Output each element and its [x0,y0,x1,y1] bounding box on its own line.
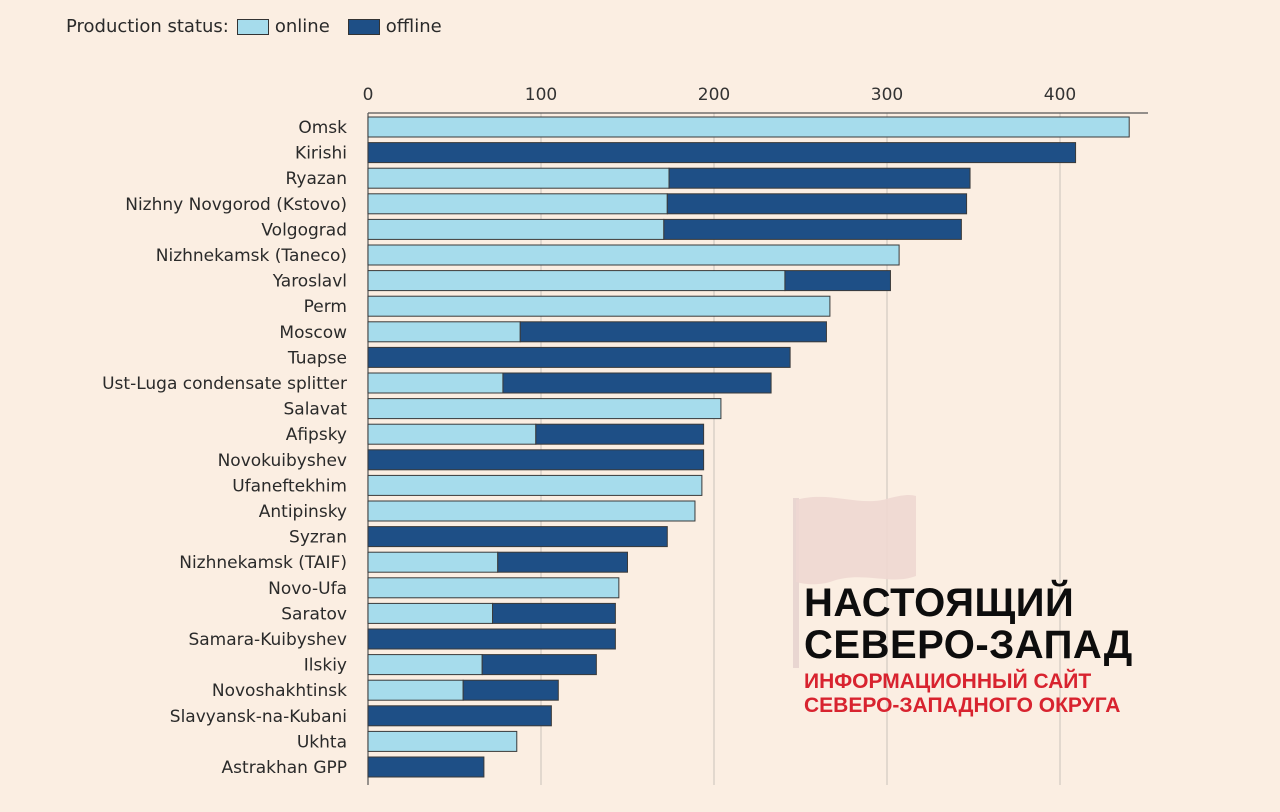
bar-offline [784,270,891,292]
bar-online [367,193,668,215]
bar-offline [668,167,971,189]
x-tick-label-100: 100 [525,85,557,105]
bar-online [367,654,483,676]
category-label: Novo-Ufa [268,579,347,599]
bar-online [367,730,518,752]
bar-online [367,218,665,240]
category-label: Afipsky [286,425,347,445]
bar-offline [663,218,962,240]
legend-label-online: online [274,16,330,37]
category-label: Ufaneftekhim [232,476,347,496]
category-label: Antipinsky [259,502,347,522]
category-label: Perm [304,297,347,317]
bar-online [367,398,722,420]
category-label: Moscow [279,323,347,343]
bar-offline [492,602,616,624]
bar-online [367,474,703,496]
bar-online [367,116,1130,138]
watermark-subtitle-line2: СЕВЕРО-ЗАПАДНОГО ОКРУГА [804,694,1121,717]
x-tick-label-0: 0 [363,85,374,105]
category-label: Novokuibyshev [218,451,347,471]
legend-title: Production status: [66,16,229,37]
legend-item-online: online [236,16,330,37]
bar-online [367,270,786,292]
bar-offline [367,756,485,778]
category-label: Nizhnekamsk (TAIF) [179,553,347,573]
legend: Production status: online offline [66,16,452,37]
bar-online [367,551,499,573]
watermark-title-line2: СЕВЕРО-ЗАПАД [804,623,1133,667]
bar-online [367,423,537,445]
category-label: Salavat [284,400,348,420]
x-tick-label-200: 200 [698,85,730,105]
category-label: Slavyansk-na-Kubani [170,707,347,727]
bar-online [367,679,464,701]
category-label: Syzran [289,528,347,548]
bar-online [367,602,494,624]
bar-offline [535,423,705,445]
bar-online [367,244,900,266]
bar-offline [481,654,597,676]
category-label: Omsk [298,118,347,138]
watermark-subtitle: ИНФОРМАЦИОННЫЙ САЙТ СЕВЕРО-ЗАПАДНОГО ОКР… [804,670,1120,718]
bar-offline [666,193,968,215]
legend-swatch-offline [347,18,380,35]
bar-online [367,372,504,394]
bar-online [367,321,521,343]
watermark: НАСТОЯЩИЙ СЕВЕРО-ЗАПАД ИНФОРМАЦИОННЫЙ СА… [790,490,1190,730]
bar-offline [367,142,1077,164]
bar-offline [502,372,772,394]
x-tick-label-300: 300 [871,85,903,105]
category-label: Kirishi [295,144,347,164]
flag-icon [793,494,916,668]
category-label: Nizhny Novgorod (Kstovo) [125,195,347,215]
category-label: Ust-Luga condensate splitter [102,374,347,394]
legend-label-offline: offline [385,16,442,37]
legend-swatch-online [236,18,269,35]
watermark-title: НАСТОЯЩИЙ СЕВЕРО-ЗАПАД [804,582,1133,666]
bar-offline [497,551,628,573]
bar-offline [367,526,668,548]
bar-online [367,167,670,189]
category-label: Saratov [281,604,347,624]
category-label: Ryazan [286,169,347,189]
category-label: Ukhta [297,732,347,752]
category-label: Nizhnekamsk (Taneco) [156,246,347,266]
bar-offline [367,449,705,471]
category-label: Ilskiy [304,656,347,676]
bar-offline [367,628,616,650]
category-label: Volgograd [261,220,347,240]
bar-offline [462,679,559,701]
legend-item-offline: offline [347,16,442,37]
category-label: Astrakhan GPP [222,758,347,778]
bar-offline [367,346,791,368]
bar-offline [367,705,552,727]
category-label: Samara-Kuibyshev [188,630,347,650]
watermark-title-line1: НАСТОЯЩИЙ [804,581,1075,625]
category-label: Novoshakhtinsk [212,681,347,701]
bar-offline [519,321,827,343]
bar-online [367,500,696,522]
bar-online [367,577,620,599]
category-label: Yaroslavl [272,272,347,292]
category-label: Tuapse [287,348,347,368]
bar-online [367,295,831,317]
x-tick-label-400: 400 [1044,85,1076,105]
watermark-subtitle-line1: ИНФОРМАЦИОННЫЙ САЙТ [804,670,1092,693]
